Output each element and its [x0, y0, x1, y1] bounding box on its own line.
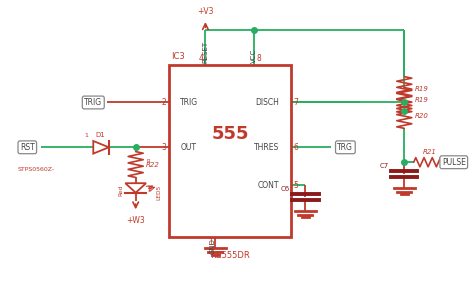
Text: TRG: TRG: [337, 143, 353, 152]
Text: 1: 1: [85, 133, 89, 138]
Text: CONT: CONT: [258, 181, 279, 190]
Text: R21: R21: [423, 149, 437, 155]
Text: 8: 8: [257, 54, 262, 63]
Text: RST: RST: [20, 143, 35, 152]
Text: 2: 2: [162, 98, 166, 107]
Text: PULSE: PULSE: [442, 158, 465, 167]
Text: D1: D1: [96, 132, 105, 138]
Text: +W3: +W3: [126, 216, 145, 225]
Text: 7: 7: [293, 98, 299, 107]
Text: 555: 555: [211, 124, 249, 142]
Text: VCC: VCC: [251, 49, 257, 63]
Text: RESET: RESET: [202, 41, 209, 63]
Text: GND: GND: [210, 238, 216, 254]
Text: C7: C7: [380, 163, 389, 169]
Text: DISCH: DISCH: [255, 98, 279, 107]
Text: IC3: IC3: [171, 52, 185, 61]
Text: NE555DR: NE555DR: [210, 251, 250, 260]
Text: OUT: OUT: [181, 143, 196, 152]
Text: 6: 6: [293, 143, 299, 152]
Text: THRES: THRES: [254, 143, 279, 152]
Text: R19: R19: [415, 86, 428, 92]
Text: +V3: +V3: [197, 7, 214, 16]
Text: C6: C6: [281, 186, 290, 192]
Text: STPS0560Z-: STPS0560Z-: [18, 167, 55, 172]
Text: R: R: [146, 159, 150, 164]
Text: 3: 3: [162, 143, 166, 152]
Text: 4: 4: [198, 54, 203, 63]
FancyBboxPatch shape: [169, 65, 291, 237]
Text: 5: 5: [293, 181, 299, 190]
Text: Red: Red: [118, 185, 123, 196]
Text: R20: R20: [415, 113, 428, 119]
Text: TRIG: TRIG: [84, 98, 102, 107]
Text: LED5: LED5: [156, 185, 162, 200]
Text: 1: 1: [208, 238, 213, 247]
Text: R22: R22: [146, 162, 160, 168]
Text: R19: R19: [415, 97, 428, 104]
Text: TRIG: TRIG: [181, 98, 199, 107]
